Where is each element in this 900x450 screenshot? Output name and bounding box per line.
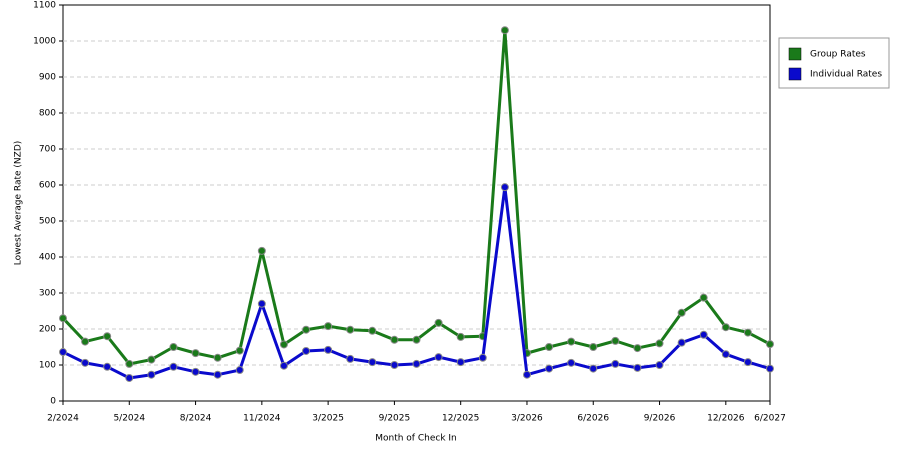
- data-point: [213, 353, 222, 362]
- data-point: [545, 343, 554, 351]
- y-tick-label: 100: [39, 361, 56, 371]
- data-point: [324, 345, 333, 354]
- data-point: [500, 183, 509, 192]
- x-tick-label: 12/2026: [707, 414, 745, 424]
- data-point: [368, 358, 377, 367]
- data-point: [766, 340, 774, 349]
- legend-label: Group Rates: [810, 50, 866, 60]
- data-point: [302, 325, 311, 334]
- data-point: [125, 359, 134, 368]
- data-point: [191, 349, 200, 358]
- data-point: [434, 318, 443, 327]
- data-point: [390, 361, 399, 369]
- data-point: [721, 350, 730, 359]
- y-tick-label: 400: [39, 253, 56, 263]
- data-point: [766, 364, 774, 373]
- data-point: [589, 364, 598, 373]
- legend-label: Individual Rates: [810, 70, 882, 80]
- data-point: [302, 346, 311, 355]
- y-tick-label: 700: [39, 145, 56, 155]
- data-point: [235, 366, 244, 375]
- legend-box: [778, 37, 890, 89]
- data-point: [125, 373, 134, 382]
- y-tick-label: 200: [39, 325, 56, 335]
- data-point: [567, 337, 576, 346]
- x-tick-label: 3/2026: [511, 414, 543, 424]
- y-tick-label: 0: [50, 397, 56, 407]
- x-tick-label: 12/2025: [442, 414, 479, 424]
- data-point: [346, 325, 355, 334]
- y-tick-label: 600: [39, 181, 56, 191]
- data-point: [545, 364, 554, 373]
- data-point: [743, 328, 752, 337]
- data-point: [390, 335, 399, 344]
- plot-frame: [62, 4, 771, 402]
- data-point: [611, 359, 620, 368]
- data-point: [368, 326, 377, 335]
- data-point: [633, 344, 642, 353]
- data-point: [677, 308, 686, 317]
- data-point: [213, 370, 222, 379]
- data-point: [324, 322, 333, 331]
- data-point: [279, 340, 288, 349]
- data-point: [478, 353, 487, 362]
- data-point: [169, 362, 178, 371]
- data-point: [346, 354, 355, 363]
- data-point: [589, 343, 598, 351]
- x-tick-label: 8/2024: [180, 414, 212, 424]
- data-point: [412, 335, 421, 344]
- legend-swatch: [788, 67, 802, 81]
- data-point: [147, 370, 156, 379]
- data-point: [257, 299, 266, 308]
- y-tick-label: 500: [39, 217, 56, 227]
- data-point: [456, 358, 465, 367]
- x-tick-label: 6/2026: [577, 414, 609, 424]
- data-point: [103, 362, 112, 371]
- x-tick-label: 5/2024: [113, 414, 145, 424]
- y-axis-title: Lowest Average Rate (NZD): [14, 141, 24, 266]
- data-point: [677, 338, 686, 347]
- x-axis-title: Month of Check In: [375, 434, 457, 444]
- x-tick-label: 9/2026: [644, 414, 676, 424]
- data-point: [169, 343, 178, 351]
- data-point: [279, 361, 288, 370]
- data-point: [235, 346, 244, 355]
- y-tick-label: 900: [39, 73, 56, 83]
- data-point: [522, 370, 531, 379]
- y-tick-label: 300: [39, 289, 56, 299]
- legend-swatch: [788, 47, 802, 61]
- y-tick-label: 1000: [33, 37, 56, 47]
- data-point: [456, 332, 465, 341]
- data-point: [81, 358, 90, 367]
- data-point: [611, 336, 620, 345]
- x-tick-label: 9/2025: [379, 414, 411, 424]
- data-point: [191, 367, 200, 376]
- data-point: [412, 359, 421, 368]
- data-point: [699, 293, 708, 302]
- data-point: [699, 330, 708, 339]
- x-tick-label: 3/2025: [312, 414, 344, 424]
- data-point: [434, 353, 443, 362]
- data-point: [633, 363, 642, 372]
- data-point: [257, 246, 266, 255]
- data-point: [147, 355, 156, 364]
- data-point: [500, 26, 509, 35]
- x-tick-label: 11/2024: [243, 414, 281, 424]
- data-point: [655, 361, 664, 369]
- x-tick-label: 6/2027: [754, 414, 786, 424]
- x-tick-label: 2/2024: [47, 414, 79, 424]
- y-tick-label: 800: [39, 109, 56, 119]
- data-point: [567, 358, 576, 367]
- data-point: [655, 339, 664, 348]
- data-point: [103, 332, 112, 341]
- data-point: [743, 358, 752, 367]
- data-point: [59, 314, 67, 323]
- data-point: [81, 337, 90, 346]
- data-point: [721, 323, 730, 332]
- y-tick-label: 1100: [33, 1, 56, 11]
- data-point: [59, 348, 67, 357]
